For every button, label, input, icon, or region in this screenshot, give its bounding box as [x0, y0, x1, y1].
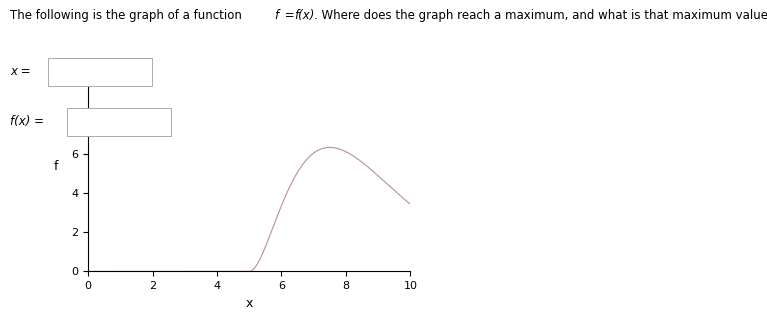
- X-axis label: x: x: [245, 297, 253, 310]
- Text: f(x) =: f(x) =: [10, 115, 44, 128]
- Bar: [67, 108, 171, 136]
- Text: The following is the graph of a function: The following is the graph of a function: [10, 9, 245, 22]
- Text: . Where does the graph reach a maximum, and what is that maximum value?: . Where does the graph reach a maximum, …: [314, 9, 767, 22]
- Text: =: =: [281, 9, 299, 22]
- Text: f(x): f(x): [294, 9, 314, 22]
- Text: f: f: [275, 9, 278, 22]
- Bar: [48, 58, 152, 86]
- Y-axis label: f: f: [54, 160, 58, 173]
- Text: x =: x =: [10, 65, 31, 78]
